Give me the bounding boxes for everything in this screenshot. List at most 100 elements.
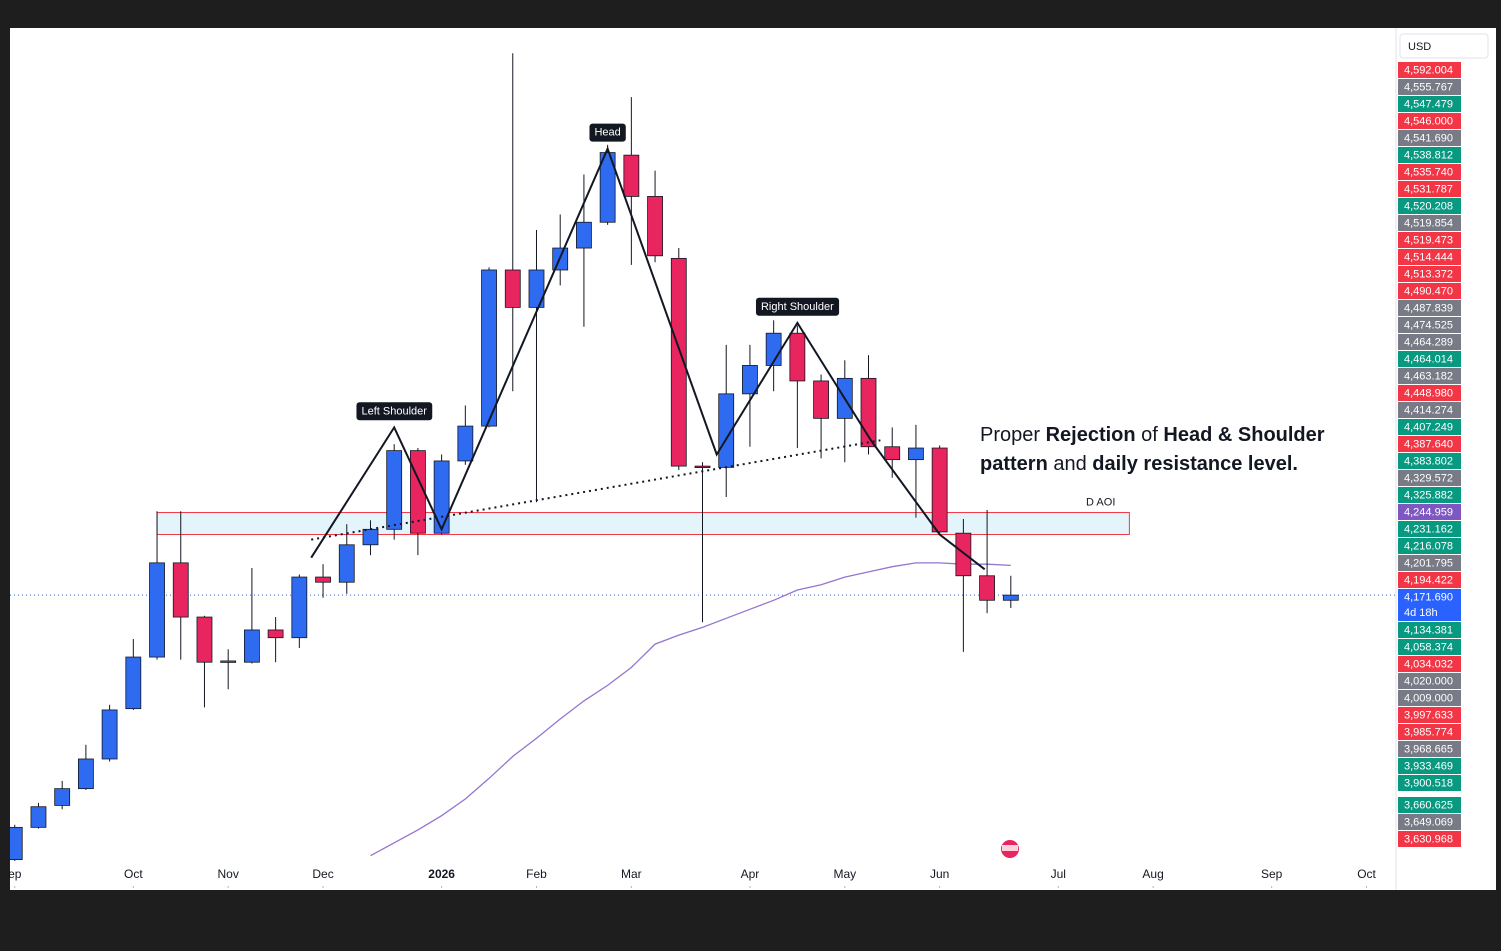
price-badge [1398,402,1461,418]
price-badge-label: 4,513.372 [1404,268,1453,280]
price-badge-label: 4,519.854 [1404,217,1453,229]
candle-body [813,380,829,419]
price-badge-label: 4,244.959 [1404,506,1453,518]
price-badge-label: 4,216.078 [1404,540,1453,552]
price-badge-label: 4,541.690 [1404,132,1453,144]
aoi-zone [156,512,1130,535]
price-badge [1398,266,1461,282]
pattern-label: Right Shoulder [761,301,834,313]
price-badge-label: 4,009.000 [1404,692,1453,704]
price-badge [1398,79,1461,95]
note-segment: daily resistance level. [1092,453,1298,475]
price-badge-label: 4,414.274 [1404,404,1453,416]
price-badge-label: 4,520.208 [1404,200,1453,212]
price-badge-label: 3,933.469 [1404,760,1453,772]
price-badge [1398,797,1461,813]
x-tick-label: Jul [1051,867,1066,881]
candle-body [54,788,71,806]
candle-body [647,196,663,257]
price-badge-label: 4,407.249 [1404,421,1453,433]
price-badge-label: 4,487.839 [1404,302,1453,314]
event-flag-stripe [1002,845,1018,851]
candle-body [457,425,474,462]
price-badge [1398,538,1461,554]
candle-body [196,616,213,663]
price-badge-label: 3,985.774 [1404,726,1453,738]
price-badge-label: 4,201.795 [1404,557,1453,569]
candle-body [1002,594,1019,601]
candle-body [979,575,995,601]
price-badge [1398,470,1461,486]
x-tick-label: Aug [1142,867,1163,881]
price-badge [1398,589,1461,621]
price-badge-label: 3,649.069 [1404,816,1453,828]
candle-body [338,544,355,583]
price-badge-label: 3,900.518 [1404,777,1453,789]
moving-average [370,562,1011,857]
x-tick-label: ep [8,867,22,881]
price-badge-label: 4,531.787 [1404,183,1453,195]
price-badge [1398,300,1461,316]
x-tick-label: Oct [124,867,143,881]
price-badge [1398,215,1461,231]
x-tick-label: Oct [1357,867,1376,881]
note-line: pattern and daily resistance level. [980,453,1298,475]
price-badge [1398,555,1461,571]
candle-body [742,365,758,395]
candle-body [30,806,47,828]
price-badge [1398,164,1461,180]
price-badge-label: 4,555.767 [1404,81,1453,93]
pattern-label-bg [356,402,433,421]
candle-body [244,629,260,663]
price-badge [1398,113,1461,129]
price-badge-label: 4,519.473 [1404,234,1453,246]
candle-body [623,154,640,197]
currency: USD [1408,41,1431,53]
candle-body [101,709,118,760]
note-segment: Head & Shoulder [1163,424,1324,446]
price-badge-label: 4,538.812 [1404,149,1453,161]
currency-box[interactable] [1399,33,1489,59]
candle-body [884,446,901,461]
price-badge-label: 4,134.381 [1404,624,1453,636]
price-badge-label: 3,660.625 [1404,799,1453,811]
candle-body [386,450,403,530]
candle-body [670,257,687,467]
pattern-label-bg [589,123,626,142]
note-segment: Rejection [1046,424,1136,446]
price-badge [1398,385,1461,401]
price-badge [1398,147,1461,163]
candle-body [362,528,379,546]
candle-body [599,152,616,223]
neckline [311,439,881,541]
price-badge-label: 4,535.740 [1404,166,1453,178]
note-segment: and [1048,453,1092,475]
price-badge-label: 4,463.182 [1404,370,1453,382]
candle-body [576,221,592,249]
pattern-label: Left Shoulder [361,405,427,417]
x-tick-label: Nov [218,867,239,881]
x-tick-label: May [833,867,856,881]
price-badge-label: 3,630.968 [1404,833,1453,845]
plot-inner: D AOI [10,53,1395,861]
price-badge-label: 4,387.640 [1404,438,1453,450]
price-badge [1398,639,1461,655]
price-badge [1398,62,1461,78]
price-badge-label: 4,448.980 [1404,387,1453,399]
price-badge-label: 4,383.802 [1404,455,1453,467]
pattern-line [310,145,986,571]
price-badge [1398,130,1461,146]
price-badge-label: 4,034.032 [1404,658,1453,670]
x-tick-label: Dec [312,867,333,881]
price-badge-label: 4,325.882 [1404,489,1453,501]
price-badge [1398,334,1461,350]
price-badge-label: 4,514.444 [1404,251,1453,263]
price-badge [1398,814,1461,830]
x-tick-label: Mar [621,867,642,881]
candle-body [931,447,948,533]
pattern-label: Head [594,127,620,139]
price-badge-label: 4,058.374 [1404,641,1453,653]
price-badge [1398,690,1461,706]
chart-area [10,28,1496,890]
